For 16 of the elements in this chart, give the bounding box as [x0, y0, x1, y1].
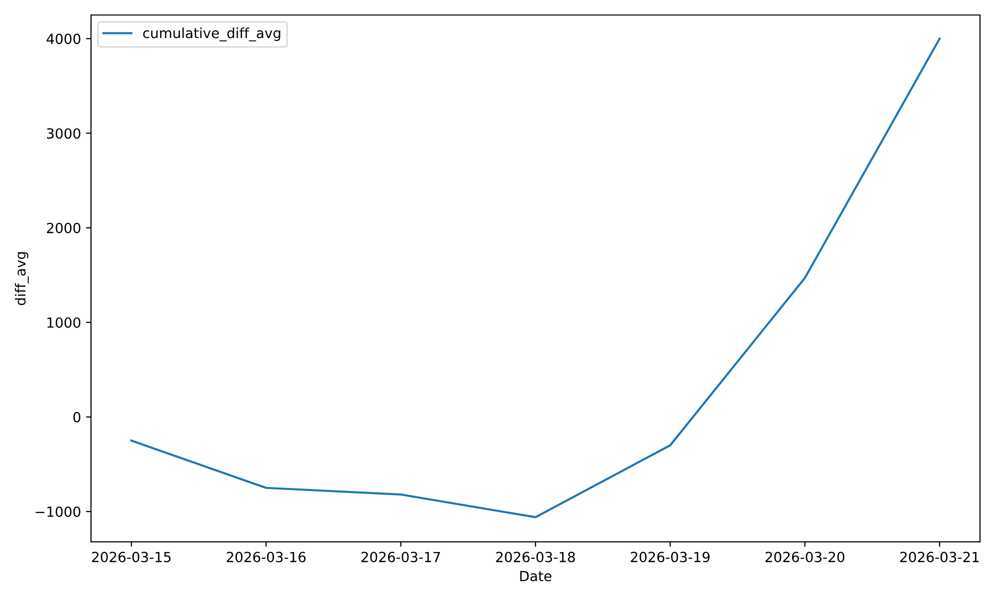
y-tick-label: 2000: [46, 222, 80, 234]
y-tick-label: 4000: [46, 34, 80, 44]
legend-label: cumulative_diff_avg: [143, 28, 280, 42]
y-tick-label: 0: [73, 412, 80, 422]
x-tick-label: 2026-03-17: [361, 552, 440, 562]
x-tick-label: 2026-03-19: [630, 552, 710, 562]
y-tick-label: −1000: [36, 506, 80, 518]
y-tick-label: 1000: [47, 317, 80, 328]
x-tick-label: 2026-03-16: [226, 552, 306, 562]
x-tick-label: 2026-03-21: [900, 552, 979, 562]
x-axis-title: Date: [520, 570, 552, 582]
x-tick-label: 2026-03-20: [766, 552, 844, 562]
x-tick-label: 2026-03-18: [496, 552, 575, 562]
y-axis-title: diff_avg: [14, 252, 29, 306]
y-tick-label: 3000: [46, 128, 80, 139]
x-tick-label: 2026-03-15: [92, 552, 171, 562]
